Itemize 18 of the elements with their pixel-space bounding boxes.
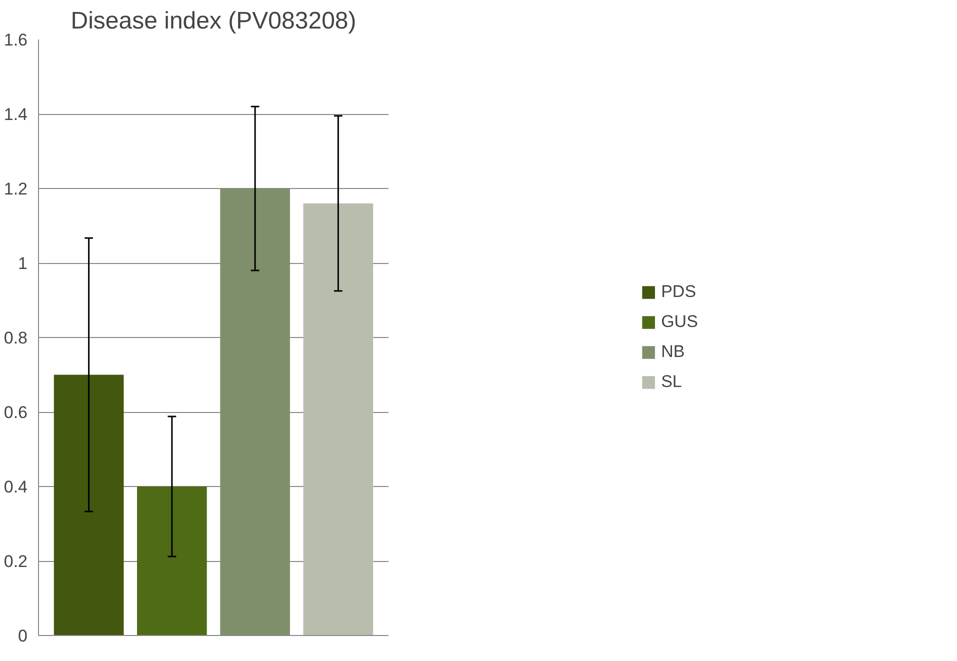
legend-label: SL [661, 372, 682, 392]
bar [137, 486, 207, 636]
y-tick-label: 1.4 [4, 105, 28, 124]
legend-label: NB [661, 342, 685, 362]
legend-label: PDS [661, 282, 696, 302]
y-tick-label: 0 [18, 626, 28, 646]
bar [220, 188, 290, 636]
y-tick-label: 0.8 [4, 328, 28, 348]
y-tick-label: 0.4 [4, 478, 28, 496]
y-tick-label: 0.6 [4, 403, 28, 422]
y-tick-label: 1.6 [4, 30, 28, 50]
bar [54, 374, 124, 636]
y-tick-label: 1.2 [4, 180, 28, 198]
legend-label: GUS [661, 312, 698, 332]
y-tick-label: 1 [18, 254, 28, 273]
chart-title: Disease index (PV083208) [70, 8, 356, 34]
bar [303, 203, 374, 636]
y-tick-label: 0.2 [4, 552, 28, 571]
